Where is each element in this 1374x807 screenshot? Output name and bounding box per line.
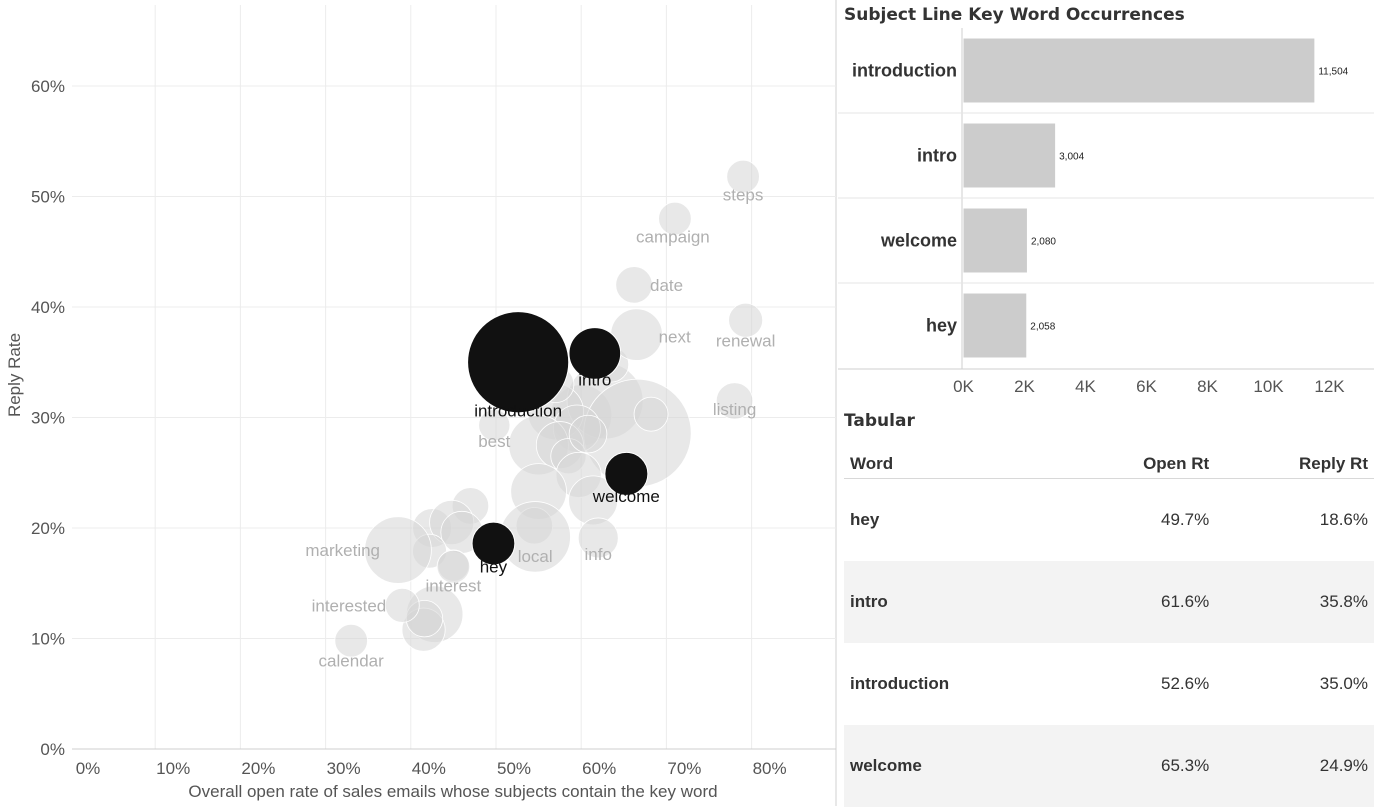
plot-area <box>72 5 836 749</box>
table-cell-word: hey <box>844 479 1062 562</box>
bar-value-label: 2,058 <box>1030 322 1055 333</box>
bar-category-label: welcome <box>880 231 957 251</box>
bar-x-tick-label: 8K <box>1197 377 1218 396</box>
highlight-label-hey: hey <box>480 557 508 576</box>
table-cell-word: intro <box>844 561 1062 643</box>
bubble <box>569 415 607 453</box>
x-tick-label: 60% <box>582 759 616 778</box>
column-header-word: Word <box>844 450 1062 479</box>
highlight-bubble-introduction <box>468 312 569 413</box>
bar-introduction <box>964 39 1315 103</box>
y-tick-label: 50% <box>31 188 65 207</box>
table-cell-word: welcome <box>844 725 1062 807</box>
bubble-label-date: date <box>650 276 683 295</box>
bar-intro <box>964 124 1056 188</box>
y-tick-label: 0% <box>40 740 65 759</box>
bar-value-label: 11,504 <box>1318 67 1348 78</box>
highlight-label-introduction: introduction <box>474 401 562 420</box>
bubble-interested <box>385 588 419 622</box>
x-axis-title: Overall open rate of sales emails whose … <box>188 782 717 801</box>
table-row: welcome 65.3% 24.9% <box>844 725 1374 807</box>
bubble-label-info: info <box>585 545 612 564</box>
bar-category-label: introduction <box>852 61 957 81</box>
x-tick-label: 0% <box>76 759 101 778</box>
bar-value-label: 2,080 <box>1031 237 1056 248</box>
bar-x-tick-label: 4K <box>1075 377 1096 396</box>
bar-x-tick-label: 0K <box>953 377 974 396</box>
table-cell-open-rate: 52.6% <box>1062 643 1215 725</box>
bubble-label-calendar: calendar <box>319 652 385 671</box>
bar-x-tick-label: 6K <box>1136 377 1157 396</box>
bubble-label-interested: interested <box>312 596 387 615</box>
tabular-table: Word Open Rt Reply Rt hey 49.7% 18.6% in… <box>844 450 1374 807</box>
x-tick-label: 50% <box>497 759 531 778</box>
x-tick-label: 40% <box>412 759 446 778</box>
table-cell-reply-rate: 35.0% <box>1215 643 1374 725</box>
column-header-reply-rate: Reply Rt <box>1215 450 1374 479</box>
bubble-label-campaign: campaign <box>636 228 710 247</box>
y-axis-title: Reply Rate <box>5 333 24 417</box>
table-cell-reply-rate: 24.9% <box>1215 725 1374 807</box>
table-cell-reply-rate: 18.6% <box>1215 479 1374 562</box>
bubble-date <box>616 267 653 304</box>
table-row: intro 61.6% 35.8% <box>844 561 1374 643</box>
table-title: Tabular <box>844 411 915 431</box>
bar-category-label: hey <box>926 316 957 336</box>
bar-x-tick-label: 2K <box>1014 377 1035 396</box>
bubble-label-renewal: renewal <box>716 331 776 350</box>
bubble-label-marketing: marketing <box>305 541 380 560</box>
highlight-label-intro: intro <box>578 370 611 389</box>
y-tick-label: 40% <box>31 298 65 317</box>
x-tick-label: 20% <box>241 759 275 778</box>
bar-category-label: intro <box>917 146 957 166</box>
bar-chart: introduction 11,504 intro 3,004 welcome 2,080… <box>838 0 1374 406</box>
bubble-label-best: best <box>478 432 510 451</box>
x-tick-label: 80% <box>753 759 787 778</box>
table-cell-reply-rate: 35.8% <box>1215 561 1374 643</box>
bar-welcome <box>964 209 1027 273</box>
x-tick-label: 30% <box>327 759 361 778</box>
y-tick-label: 10% <box>31 630 65 649</box>
table-cell-open-rate: 61.6% <box>1062 561 1215 643</box>
bubble-label-next: next <box>659 328 691 347</box>
x-tick-label: 70% <box>667 759 701 778</box>
bar-hey <box>964 294 1027 358</box>
bubble-label-steps: steps <box>723 186 764 205</box>
table-cell-open-rate: 49.7% <box>1062 479 1215 562</box>
table-row: introduction 52.6% 35.0% <box>844 643 1374 725</box>
bubble <box>634 397 668 431</box>
y-tick-label: 20% <box>31 519 65 538</box>
bubble-label-local: local <box>518 547 553 566</box>
column-header-open-rate: Open Rt <box>1062 450 1215 479</box>
bar-x-tick-label: 10K <box>1253 377 1284 396</box>
table-header-row: Word Open Rt Reply Rt <box>844 450 1374 479</box>
y-tick-label: 30% <box>31 409 65 428</box>
bar-value-label: 3,004 <box>1059 152 1084 163</box>
bubble-label-listing: listing <box>713 400 756 419</box>
table-cell-word: introduction <box>844 643 1062 725</box>
y-tick-label: 60% <box>31 77 65 96</box>
table-cell-open-rate: 65.3% <box>1062 725 1215 807</box>
x-tick-label: 10% <box>156 759 190 778</box>
bubble-label-interest: interest <box>426 577 482 596</box>
table-row: hey 49.7% 18.6% <box>844 479 1374 562</box>
bubble-chart: 0%10%20%30%40%50%60%70%80%90%0%10%20%30%… <box>0 0 838 806</box>
bar-x-tick-label: 12K <box>1314 377 1345 396</box>
highlight-label-welcome: welcome <box>592 487 660 506</box>
